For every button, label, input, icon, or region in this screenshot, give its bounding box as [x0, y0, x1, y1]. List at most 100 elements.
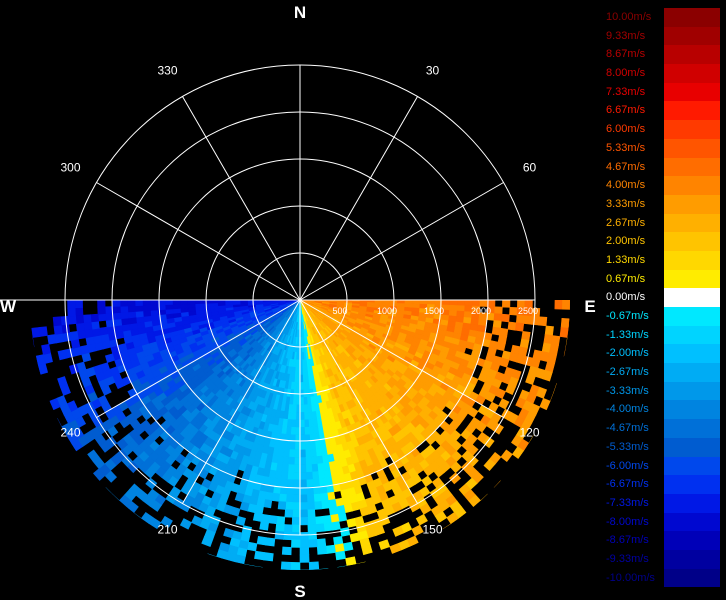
- velocity-cell: [327, 499, 337, 509]
- velocity-cell: [568, 318, 570, 330]
- legend-label: 9.33m/s: [606, 29, 646, 42]
- velocity-cell: [179, 518, 192, 530]
- velocity-cell: [566, 366, 570, 379]
- velocity-cell: [502, 300, 511, 308]
- velocity-cell: [46, 442, 59, 456]
- velocity-cell: [458, 530, 473, 543]
- legend-row: 1.33m/s: [606, 250, 720, 270]
- velocity-cell: [515, 322, 525, 332]
- velocity-cell: [434, 510, 448, 524]
- legend-row: -1.33m/s: [606, 325, 720, 345]
- velocity-cell: [553, 383, 565, 396]
- range-label: 1000: [377, 306, 397, 316]
- velocity-cell: [149, 304, 159, 311]
- velocity-cell: [293, 464, 301, 473]
- velocity-cell: [305, 456, 312, 466]
- velocity-cell: [241, 563, 254, 570]
- velocity-cell: [299, 449, 306, 458]
- legend-swatch: [664, 419, 720, 438]
- legend-row: -6.67m/s: [606, 475, 720, 494]
- legend-swatch: [664, 138, 720, 158]
- legend-row: 4.00m/s: [606, 176, 720, 195]
- velocity-cell: [457, 300, 466, 307]
- velocity-cell: [292, 487, 301, 496]
- velocity-cell: [35, 354, 46, 366]
- velocity-cell: [128, 316, 137, 325]
- velocity-cell: [232, 300, 241, 303]
- legend-swatch: [664, 8, 720, 27]
- velocity-legend: 10.00m/s 9.33m/s 8.67m/s 8.00m/s 7.33m/s 6.67…: [606, 8, 720, 588]
- velocity-cell: [56, 471, 70, 486]
- velocity-cell: [16, 369, 26, 381]
- velocity-cell: [310, 448, 317, 458]
- velocity-cell: [349, 579, 360, 588]
- velocity-cell: [305, 464, 313, 473]
- legend-row: -4.00m/s: [606, 400, 720, 420]
- velocity-cell: [116, 512, 130, 526]
- legend-row: -9.33m/s: [606, 549, 720, 569]
- legend-row: 2.67m/s: [606, 213, 720, 233]
- velocity-cell: [340, 527, 351, 537]
- legend-label: 1.33m/s: [606, 253, 646, 266]
- legend-swatch: [664, 82, 720, 102]
- velocity-cell: [290, 569, 301, 570]
- velocity-cell: [223, 527, 235, 539]
- velocity-cell: [239, 300, 248, 303]
- velocity-cell: [281, 546, 292, 556]
- velocity-cell: [67, 300, 76, 309]
- velocity-cell: [565, 337, 570, 349]
- velocity-cell: [355, 561, 368, 570]
- velocity-cell: [256, 536, 267, 546]
- velocity-cell: [310, 584, 320, 592]
- velocity-cell: [52, 316, 62, 327]
- velocity-cell: [36, 424, 49, 438]
- velocity-cell: [67, 307, 76, 317]
- velocity-cell: [291, 539, 301, 548]
- azimuth-label: 300: [60, 161, 80, 175]
- velocity-cell: [306, 501, 315, 511]
- velocity-cell: [192, 556, 206, 569]
- velocity-cell: [145, 477, 158, 490]
- legend-label: -6.67m/s: [606, 478, 649, 491]
- velocity-cell: [299, 554, 310, 563]
- velocity-cell: [310, 577, 320, 585]
- legend-swatch: [664, 250, 720, 270]
- velocity-cell: [323, 522, 333, 532]
- velocity-cell: [487, 516, 502, 531]
- velocity-cell: [306, 494, 315, 503]
- legend-label: -3.33m/s: [606, 384, 649, 397]
- legend-label: 2.00m/s: [606, 235, 646, 248]
- legend-swatch: [664, 531, 720, 550]
- legend-swatch: [664, 549, 720, 569]
- azimuth-label: 150: [422, 522, 442, 536]
- legend-swatch: [664, 269, 720, 289]
- velocity-cell: [120, 311, 129, 320]
- south-label: S: [294, 582, 305, 600]
- velocity-cell: [204, 553, 217, 565]
- velocity-cell: [499, 357, 510, 368]
- velocity-cell: [263, 552, 274, 562]
- velocity-cell: [314, 515, 324, 525]
- velocity-cell: [287, 471, 295, 481]
- velocity-cell: [292, 494, 301, 503]
- velocity-cell: [285, 494, 294, 503]
- legend-label: 8.67m/s: [606, 48, 646, 61]
- legend-label: -7.33m/s: [606, 496, 649, 509]
- velocity-cell: [295, 412, 301, 421]
- legend-row: 2.00m/s: [606, 232, 720, 251]
- velocity-cell: [304, 449, 312, 458]
- velocity-cell: [119, 305, 129, 313]
- velocity-cell: [299, 457, 307, 466]
- velocity-cell: [149, 552, 164, 566]
- velocity-cell: [274, 530, 285, 540]
- velocity-cell: [82, 490, 96, 504]
- velocity-cell: [305, 471, 313, 481]
- velocity-cell: [62, 467, 76, 481]
- legend-row: 8.00m/s: [606, 64, 720, 83]
- range-ring-grid: [0, 64, 536, 536]
- velocity-cell: [304, 426, 310, 436]
- velocity-cell: [296, 397, 301, 406]
- velocity-cell: [442, 300, 451, 306]
- velocity-cell: [449, 472, 462, 485]
- velocity-cell: [317, 470, 326, 480]
